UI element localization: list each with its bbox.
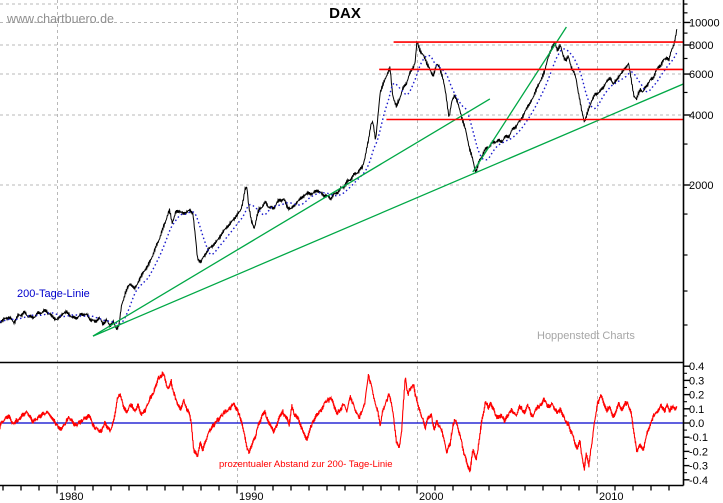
oscillator-axis-label: -0.2	[689, 446, 708, 458]
oscillator-axis-label: 0.1	[689, 404, 704, 416]
oscillator-axis-label: -0.3	[689, 461, 708, 473]
time-axis-label: 1980	[59, 491, 83, 503]
price-axis-label: 6000	[689, 69, 713, 81]
price-axis-ticks: 2000 4000 6000 8000 10000	[683, 3, 720, 326]
price-axis-label: 2000	[689, 180, 713, 192]
time-axis-label: 2000	[419, 491, 443, 503]
price-axis-label: 8000	[689, 40, 713, 52]
oscillator-axis-ticks: 0.4 0.3 0.2 0.1 0.0 -0.1 -0.2 -0.3 -0.4	[683, 361, 708, 487]
price-axis-label: 10000	[689, 17, 720, 29]
price-axis-label: 4000	[689, 110, 713, 122]
time-axis-ticks: 1980 1990 2000 2010	[2, 485, 670, 503]
axes	[0, 0, 685, 487]
moving-average-line	[0, 48, 678, 325]
time-axis-label: 2010	[599, 491, 623, 503]
oscillator-axis-label: 0.4	[689, 361, 704, 373]
page-title: DAX	[329, 5, 361, 22]
oscillator-axis-label: -0.4	[689, 475, 708, 487]
oscillator-axis-label: 0.2	[689, 390, 704, 402]
time-axis-label: 1990	[239, 491, 263, 503]
resistance-lines	[379, 41, 683, 121]
oscillator-label: prozentualer Abstand zur 200- Tage-Linie	[219, 459, 393, 470]
ma-line-label: 200-Tage-Linie	[17, 288, 90, 300]
oscillator-series	[0, 371, 678, 473]
trend-lines	[92, 26, 683, 337]
oscillator-axis-label: 0.0	[689, 418, 704, 430]
oscillator-axis-label: 0.3	[689, 375, 704, 387]
credit-label: Hoppenstedt Charts	[537, 330, 635, 342]
oscillator-axis-label: -0.1	[689, 432, 708, 444]
watermark: www.chartbuero.de	[7, 12, 115, 26]
